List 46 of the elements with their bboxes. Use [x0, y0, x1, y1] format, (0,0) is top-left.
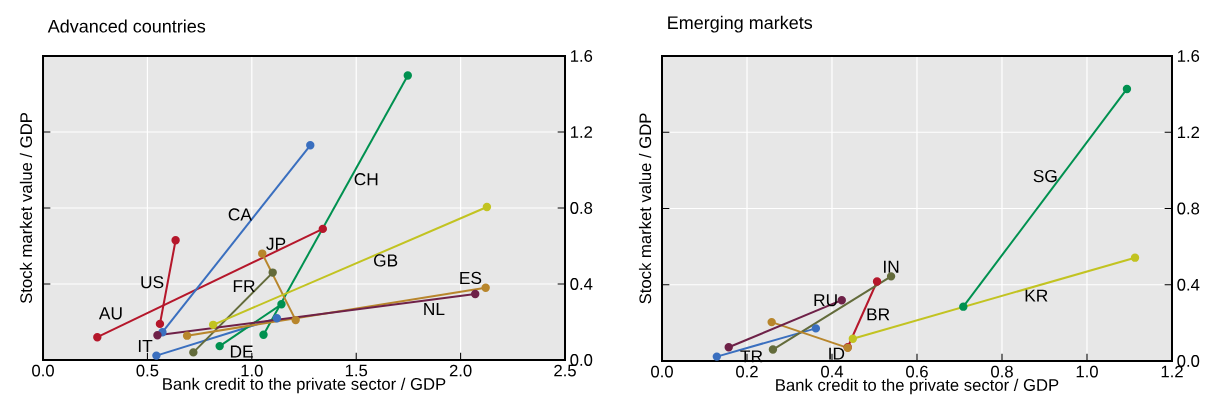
x-tick-label: 1.5	[345, 364, 368, 377]
y-tick-label: 1.2	[1177, 126, 1200, 139]
y-tick-label: 0.8	[570, 202, 593, 214]
y-tick-label: 1.6	[1177, 50, 1200, 62]
series-label: ID	[829, 347, 845, 360]
x-tick-label: 0.4	[821, 365, 844, 378]
series-label: GB	[373, 254, 398, 267]
series-label: RU	[814, 294, 837, 307]
series-label: BR	[867, 308, 890, 321]
x-tick-label: 0.8	[991, 365, 1013, 378]
y-tick-label: 0.0	[1177, 355, 1200, 367]
y-tick-label: 0.4	[1177, 278, 1200, 291]
series-label: AU	[98, 307, 122, 320]
series-label: DE	[230, 345, 253, 358]
x-tick-label: 2.0	[449, 364, 472, 377]
series-label: JP	[266, 237, 286, 250]
series-label: ES	[460, 271, 482, 285]
series-label: KR	[1025, 289, 1048, 302]
y-axis-title: Stock market value / GDP	[19, 113, 33, 304]
y-tick-label: 0.4	[570, 278, 593, 290]
y-tick-label: 1.6	[570, 50, 593, 62]
y-tick-label: 0.0	[570, 354, 593, 366]
x-tick-label: 1.0	[241, 364, 263, 377]
x-tick-label: 0.0	[32, 364, 54, 377]
x-tick-label: 0.6	[906, 365, 928, 378]
y-tick-label: 1.2	[570, 126, 593, 138]
series-label: CA	[228, 208, 252, 221]
x-tick-label: 1.2	[1161, 365, 1183, 378]
series-label: FR	[233, 280, 255, 293]
series-label: IT	[138, 340, 153, 352]
x-axis-title: Bank credit to the private sector / GDP	[776, 378, 1059, 395]
x-tick-label: 0.5	[136, 364, 159, 377]
series-label: US	[141, 275, 164, 289]
x-tick-label: 0.0	[651, 365, 673, 378]
chart-title: Emerging markets	[668, 15, 813, 33]
y-axis-title: Stock market value / GDP	[638, 113, 652, 304]
series-label: IN	[884, 260, 899, 273]
x-axis-title: Bank credit to the private sector / GDP	[163, 377, 446, 394]
x-tick-label: 1.0	[1076, 365, 1098, 378]
series-label: NL	[424, 303, 445, 316]
x-tick-label: 0.2	[736, 365, 758, 378]
series-label: CH	[354, 173, 378, 186]
series-label: SG	[1033, 169, 1057, 183]
chart-title: Advanced countries	[47, 19, 206, 33]
y-tick-label: 0.8	[1177, 202, 1200, 215]
x-tick-label: 2.5	[554, 364, 576, 377]
